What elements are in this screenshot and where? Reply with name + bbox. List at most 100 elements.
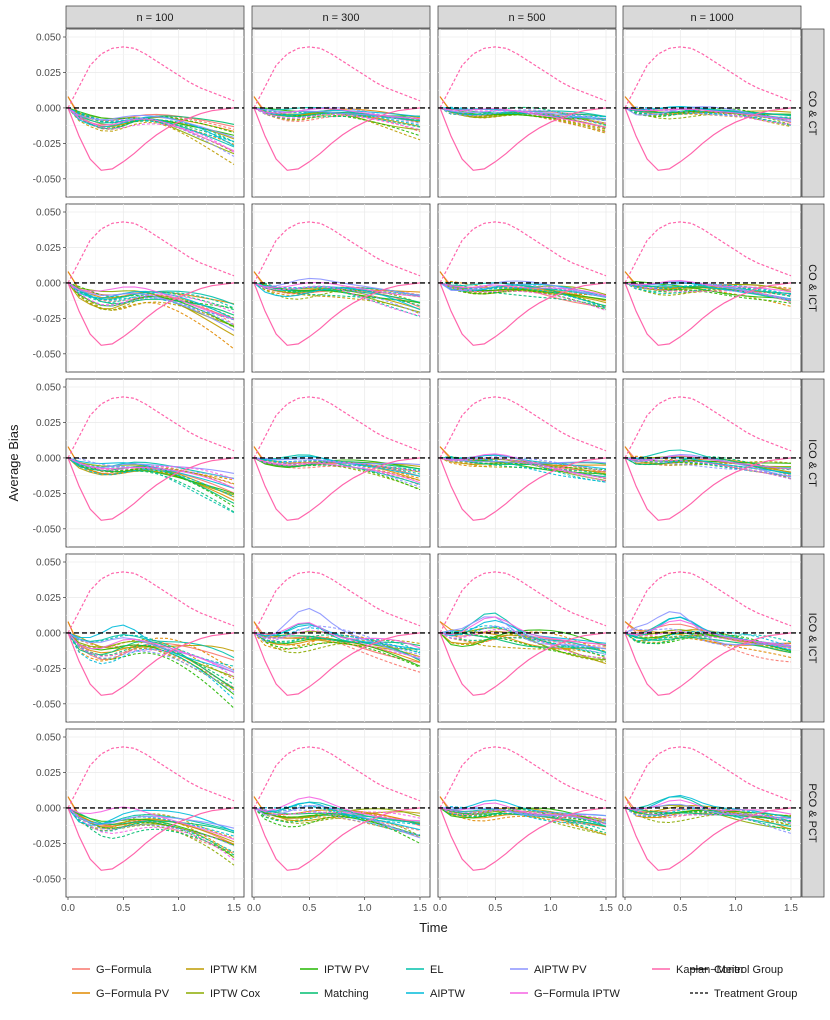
series-line-aiptw-treatment: [253, 627, 421, 654]
series-line-kaplanmeier-treatment: [67, 571, 235, 634]
x-tick-label: 0.5: [488, 903, 502, 914]
series-line-aiptwpv-treatment: [67, 632, 235, 693]
series-line-gformulapv-treatment: [439, 280, 607, 296]
panel-3-1: [252, 554, 430, 722]
series-line-iptwpv-control: [253, 457, 421, 470]
y-tick-label: -0.050: [33, 174, 62, 185]
x-tick-label: 1.5: [784, 903, 798, 914]
y-tick-label: -0.050: [33, 699, 62, 710]
series-line-gformulaiptw-treatment: [439, 628, 607, 659]
series-line-gformulaiptw-treatment: [624, 457, 792, 480]
column-strip: [437, 5, 617, 29]
series-line-kaplanmeier-treatment: [67, 396, 235, 459]
series-line-gformula-treatment: [253, 457, 421, 486]
y-tick-label: -0.025: [33, 664, 62, 675]
y-tick-label: 0.000: [36, 453, 61, 464]
series-line-gformulaiptw-control: [439, 453, 607, 479]
series-line-matching-control: [253, 282, 421, 303]
y-axis-title: Average Bias: [6, 424, 21, 502]
series-line-aiptw-treatment: [67, 457, 235, 498]
series-line-matching-treatment: [67, 807, 235, 856]
series-line-aiptw-control: [67, 107, 235, 147]
series-line-kaplanmeier-treatment: [439, 571, 607, 634]
series-line-el-treatment: [253, 282, 421, 318]
series-line-iptwcox-treatment: [253, 457, 421, 490]
legend-label: G−Formula PV: [96, 988, 170, 1000]
series-line-iptwkm-treatment: [439, 632, 607, 659]
series-line-gformulaiptw-control: [439, 282, 607, 297]
series-line-iptwkm-treatment: [625, 457, 792, 465]
y-tick-label: 0.050: [36, 733, 61, 744]
series-line-iptwkm-treatment: [67, 632, 235, 680]
x-tick-label: 1.0: [544, 903, 558, 914]
series-line-kaplanmeier-control: [253, 107, 421, 171]
series-line-gformulaiptw-control: [67, 282, 235, 320]
series-line-el-treatment: [67, 807, 235, 853]
series-line-gformulaiptw-control: [67, 107, 235, 152]
legend-label: AIPTW PV: [534, 964, 587, 976]
series-line-gformulaiptw-control: [439, 802, 607, 825]
series-line-aiptw-treatment: [67, 107, 235, 142]
x-axis-title: Time: [419, 920, 447, 935]
series-line-iptwpv-treatment: [439, 807, 607, 825]
series-line-kaplanmeier-control: [67, 107, 235, 171]
series-line-aiptw-control: [253, 455, 421, 477]
series-line-matching-control: [67, 807, 235, 834]
series-line-kaplanmeier-treatment: [253, 571, 421, 634]
column-strip-label: n = 100: [136, 12, 173, 24]
series-line-aiptw-treatment: [253, 805, 421, 826]
x-tick-label: 0.0: [433, 903, 447, 914]
series-line-gformulaiptw-treatment: [67, 457, 235, 480]
y-tick-label: 0.000: [36, 278, 61, 289]
series-line-kaplanmeier-control: [624, 107, 792, 171]
row-strip: [801, 728, 825, 898]
series-line-matching-treatment: [253, 282, 421, 307]
y-tick-label: 0.050: [36, 208, 61, 219]
series-line-gformulaiptw-treatment: [624, 631, 792, 650]
series-line-gformulapv-treatment: [624, 282, 792, 307]
series-line-aiptwpv-treatment: [253, 625, 421, 656]
series-line-gformulaiptw-control: [253, 107, 421, 120]
series-line-aiptw-treatment: [67, 632, 235, 700]
y-tick-label: 0.050: [36, 383, 61, 394]
series-line-aiptwpv-treatment: [439, 282, 607, 297]
series-line-aiptwpv-control: [253, 277, 421, 296]
series-line-gformulaiptw-treatment: [67, 632, 235, 678]
series-line-el-control: [624, 449, 792, 469]
series-line-el-treatment: [624, 282, 792, 298]
series-line-kaplanmeier-control: [67, 457, 235, 521]
series-line-iptwkm-treatment: [253, 107, 421, 141]
series-line-aiptwpv-treatment: [67, 807, 235, 847]
y-tick-label: -0.025: [33, 839, 62, 850]
row-strip: [801, 203, 825, 373]
series-line-aiptwpv-treatment: [253, 807, 421, 837]
series-line-gformulaiptw-treatment: [439, 807, 607, 820]
series-line-kaplanmeier-control: [253, 457, 421, 521]
series-line-iptwcox-control: [439, 282, 607, 296]
row-strip-label: CO & CT: [806, 91, 818, 136]
series-line-el-treatment: [67, 282, 235, 309]
series-line-matching-treatment: [439, 807, 607, 834]
series-line-aiptwpv-control: [624, 611, 792, 648]
row-strip: [801, 28, 825, 198]
series-line-aiptw-treatment: [439, 106, 606, 118]
panel-2-3: [623, 379, 801, 547]
series-line-gformulaiptw-control: [253, 796, 421, 822]
series-line-kaplanmeier-control: [624, 282, 792, 346]
series-line-gformulaiptw-control: [253, 281, 421, 298]
row-strip-label: ICO & ICT: [806, 613, 818, 664]
legend-label: G−Formula: [96, 964, 152, 976]
legend-label: IPTW PV: [324, 964, 370, 976]
x-tick-label: 1.5: [599, 903, 613, 914]
panel-1-2: [438, 204, 616, 372]
series-line-aiptw-control: [67, 807, 235, 833]
series-line-aiptwpv-control: [253, 457, 421, 466]
x-tick-label: 1.5: [413, 903, 427, 914]
row-strip: [801, 553, 825, 723]
x-tick-label: 1.0: [358, 903, 372, 914]
series-line-gformulaiptw-control: [67, 457, 235, 489]
series-line-kaplanmeier-control: [439, 457, 607, 521]
series-line-kaplanmeier-control: [439, 807, 607, 871]
series-line-kaplanmeier-treatment: [253, 221, 421, 284]
